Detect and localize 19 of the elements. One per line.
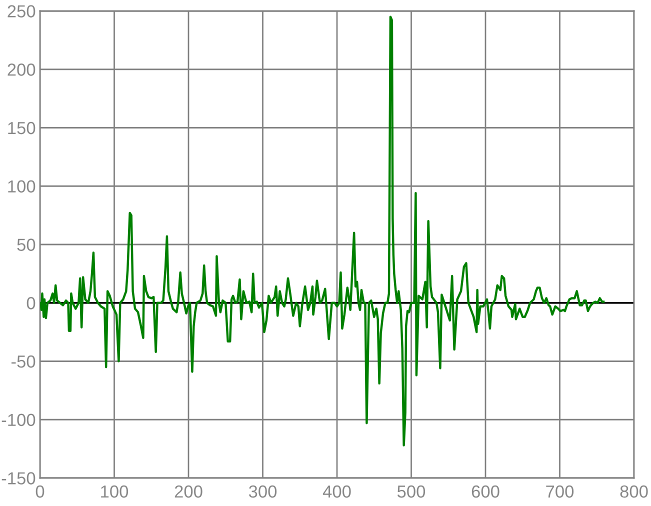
y-tick-label: 150	[8, 122, 36, 134]
x-tick-label: 700	[546, 485, 574, 498]
x-tick-label: 600	[472, 485, 500, 498]
y-tick-label: -50	[12, 355, 36, 368]
y-tick-label: 250	[8, 5, 36, 18]
line-series	[40, 16, 605, 446]
y-tick-label: -100	[2, 414, 36, 426]
x-tick-label: 300	[248, 485, 277, 498]
x-tick-label: 200	[174, 485, 202, 498]
x-tick-label: 100	[101, 485, 128, 498]
y-tick-label: 200	[8, 64, 36, 76]
y-tick-label: -150	[2, 472, 36, 484]
y-tick-label: 0	[26, 297, 36, 310]
x-tick-label: 0	[36, 485, 44, 498]
y-tick-label: 100	[8, 180, 36, 193]
x-tick-label: 400	[322, 485, 351, 498]
x-tick-label: 500	[397, 485, 426, 498]
y-tick-label: 50	[17, 238, 36, 251]
x-tick-label: 800	[620, 485, 648, 498]
